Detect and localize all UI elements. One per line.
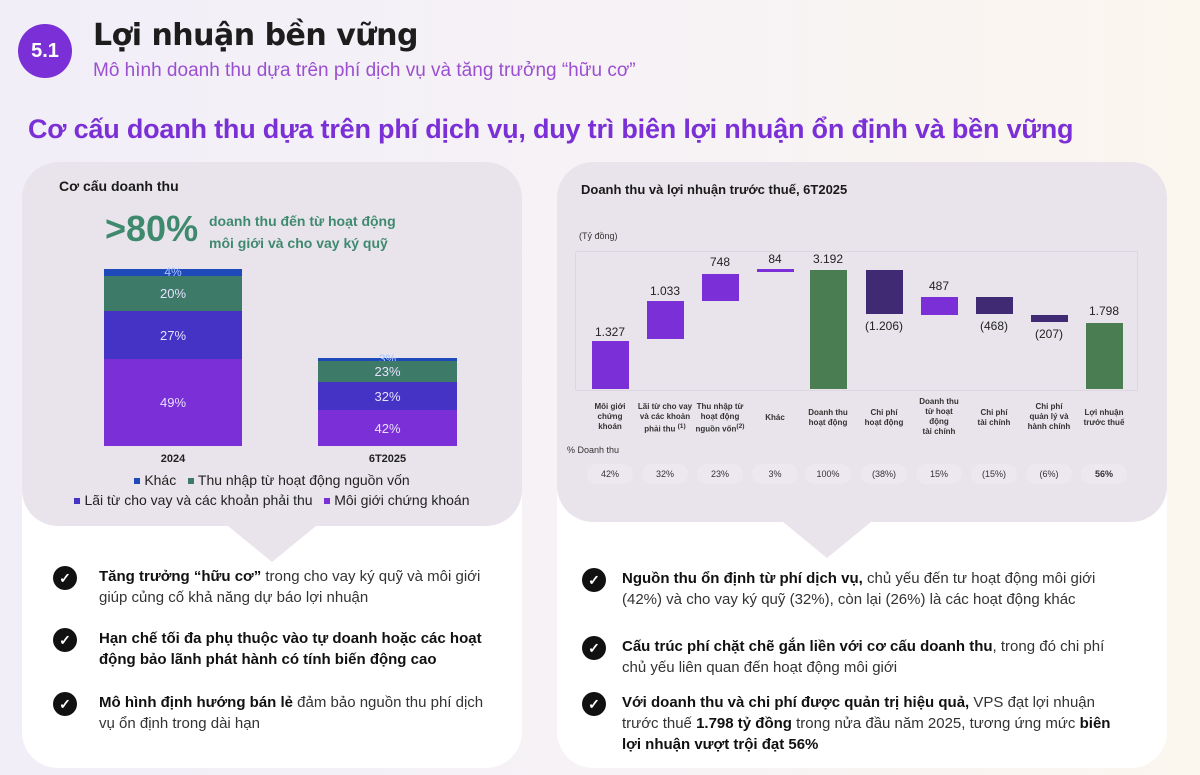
segment-margin-lending: 32%	[318, 382, 457, 410]
x-label-6t2025: 6T2025	[368, 453, 407, 465]
right-card: Doanh thu và lợi nhuận trước thuế, 6T202…	[557, 162, 1167, 768]
value-label: 1.798	[1088, 304, 1120, 318]
unit-label: (Tỷ đồng)	[579, 231, 618, 241]
value-label: 1.327	[594, 325, 626, 339]
right-card-chart-area	[557, 162, 1167, 522]
left-panel-title: Cơ cấu doanh thu	[59, 178, 179, 194]
stacked-bar-2024: 49% 27% 20% 4%	[104, 266, 242, 446]
page-title: Lợi nhuận bền vững	[93, 18, 418, 53]
legend-item-other: Khác	[134, 472, 176, 488]
value-label: 487	[928, 279, 950, 293]
left-card: Cơ cấu doanh thu >80% doanh thu đến từ h…	[22, 162, 522, 768]
highlight-text-line-2: môi giới và cho vay ký quỹ	[209, 235, 388, 251]
bullet-item: ✓ Nguồn thu ổn định từ phí dịch vụ, chủ …	[582, 568, 1122, 610]
bullet-text: Với doanh thu và chi phí được quản trị h…	[622, 694, 1111, 753]
waterfall-plot-frame	[575, 251, 1138, 391]
category-label: Môi giới chứng khoán	[594, 402, 626, 431]
bar-profit-before-tax	[1086, 323, 1123, 389]
bullet-text: Tăng trưởng “hữu cơ” trong cho vay ký qu…	[99, 568, 481, 606]
category-label: Chi phí quản lý và hành chính	[1027, 402, 1071, 431]
x-label-2024: 2024	[160, 453, 186, 465]
page-subtitle: Mô hình doanh thu dựa trên phí dịch vụ v…	[93, 60, 636, 81]
bullet-text: Cấu trúc phí chặt chẽ gắn liền với cơ cấ…	[622, 638, 1105, 676]
value-label: (1.206)	[864, 319, 904, 333]
segment-brokerage: 42%	[318, 410, 457, 446]
pct-pill: 23%	[697, 464, 743, 484]
legend-item-margin-lending: Lãi từ cho vay và các khoản phải thu	[74, 492, 313, 508]
bar-margin-lending	[647, 301, 684, 339]
value-label: 748	[709, 255, 731, 269]
bar-admin-expense	[1031, 315, 1068, 322]
pct-pill: (15%)	[971, 464, 1017, 484]
segment-margin-lending: 27%	[104, 311, 242, 359]
check-circle-icon: ✓	[53, 692, 77, 716]
pct-pill: 100%	[805, 464, 851, 484]
value-label: (468)	[979, 319, 1008, 333]
category-label: Lãi từ cho vay và các khoản phải thu (1)	[637, 402, 693, 434]
right-card-pointer	[783, 522, 871, 558]
check-circle-icon: ✓	[53, 628, 77, 652]
bullet-text: Mô hình định hướng bán lẻ đảm bảo nguồn …	[99, 694, 484, 732]
category-label: Lợi nhuận trước thuế	[1083, 408, 1125, 427]
headline: Cơ cấu doanh thu dựa trên phí dịch vụ, d…	[28, 114, 1074, 144]
highlight-text-line-1: doanh thu đến từ hoạt động	[209, 213, 396, 229]
pct-pill: 15%	[916, 464, 962, 484]
highlight-text: doanh thu đến từ hoạt động môi giới và c…	[209, 210, 396, 254]
value-label: 1.033	[649, 284, 681, 298]
category-label: Doanh thu từ hoạt động tài chính	[919, 397, 959, 436]
value-label: 3.192	[812, 252, 844, 266]
category-label: Thu nhập từ hoạt động nguồn vốn(2)	[695, 402, 745, 434]
pct-pill: 32%	[642, 464, 688, 484]
check-circle-icon: ✓	[53, 566, 77, 590]
bullet-item: ✓ Tăng trưởng “hữu cơ” trong cho vay ký …	[53, 566, 493, 608]
segment-capital: 20%	[104, 276, 242, 311]
bullet-text: Nguồn thu ổn định từ phí dịch vụ, chủ yế…	[622, 570, 1096, 608]
right-panel-title: Doanh thu và lợi nhuận trước thuế, 6T202…	[581, 182, 848, 197]
bar-operating-expense	[866, 270, 903, 314]
check-circle-icon: ✓	[582, 568, 606, 592]
value-label: (207)	[1034, 327, 1063, 341]
section-badge: 5.1	[18, 24, 72, 78]
legend-item-brokerage: Môi giới chứng khoán	[324, 492, 470, 508]
segment-brokerage: 49%	[104, 359, 242, 446]
legend-item-capital: Thu nhập từ hoạt động nguồn vốn	[187, 472, 410, 488]
bullet-item: ✓ Mô hình định hướng bán lẻ đảm bảo nguồ…	[53, 692, 493, 734]
pct-pill: (38%)	[861, 464, 907, 484]
segment-other: 4%	[104, 266, 242, 278]
pct-revenue-label: % Doanh thu	[567, 445, 620, 455]
pct-pill: 56%	[1081, 464, 1127, 484]
bar-financial-expense	[976, 297, 1013, 314]
highlight-value: >80%	[105, 208, 199, 249]
bar-operating-revenue	[810, 270, 847, 389]
stacked-chart-legend: Khác Thu nhập từ hoạt động nguồn vốn Lãi…	[22, 470, 522, 510]
left-card-pointer	[228, 526, 316, 562]
bullet-item: ✓ Hạn chế tối đa phụ thuộc vào tự doanh …	[53, 628, 493, 670]
pct-pill: 42%	[587, 464, 633, 484]
bar-financial-revenue	[921, 297, 958, 315]
stacked-bar-6t2025: 42% 32% 23% 3%	[318, 353, 457, 446]
check-circle-icon: ✓	[582, 636, 606, 660]
bullet-item: ✓ Cấu trúc phí chặt chẽ gắn liền với cơ …	[582, 636, 1122, 678]
category-label: Khác	[765, 413, 785, 422]
bar-brokerage	[592, 341, 629, 389]
category-label: Doanh thu hoạt động	[808, 408, 848, 427]
pct-pill: (6%)	[1026, 464, 1072, 484]
bullet-text: Hạn chế tối đa phụ thuộc vào tự doanh ho…	[99, 630, 482, 668]
waterfall-chart: 1.327 1.033 748 84 3.192 (1.206) 487 (46…	[557, 162, 1167, 522]
bar-capital	[702, 274, 739, 301]
bar-other	[757, 269, 794, 272]
segment-capital: 23%	[318, 361, 457, 382]
pct-pill: 3%	[752, 464, 798, 484]
check-circle-icon: ✓	[582, 692, 606, 716]
category-label: Chi phí hoạt động	[864, 408, 904, 427]
value-label: 84	[768, 252, 782, 266]
bullet-item: ✓ Với doanh thu và chi phí được quản trị…	[582, 692, 1122, 755]
category-label: Chi phí tài chính	[977, 408, 1011, 427]
